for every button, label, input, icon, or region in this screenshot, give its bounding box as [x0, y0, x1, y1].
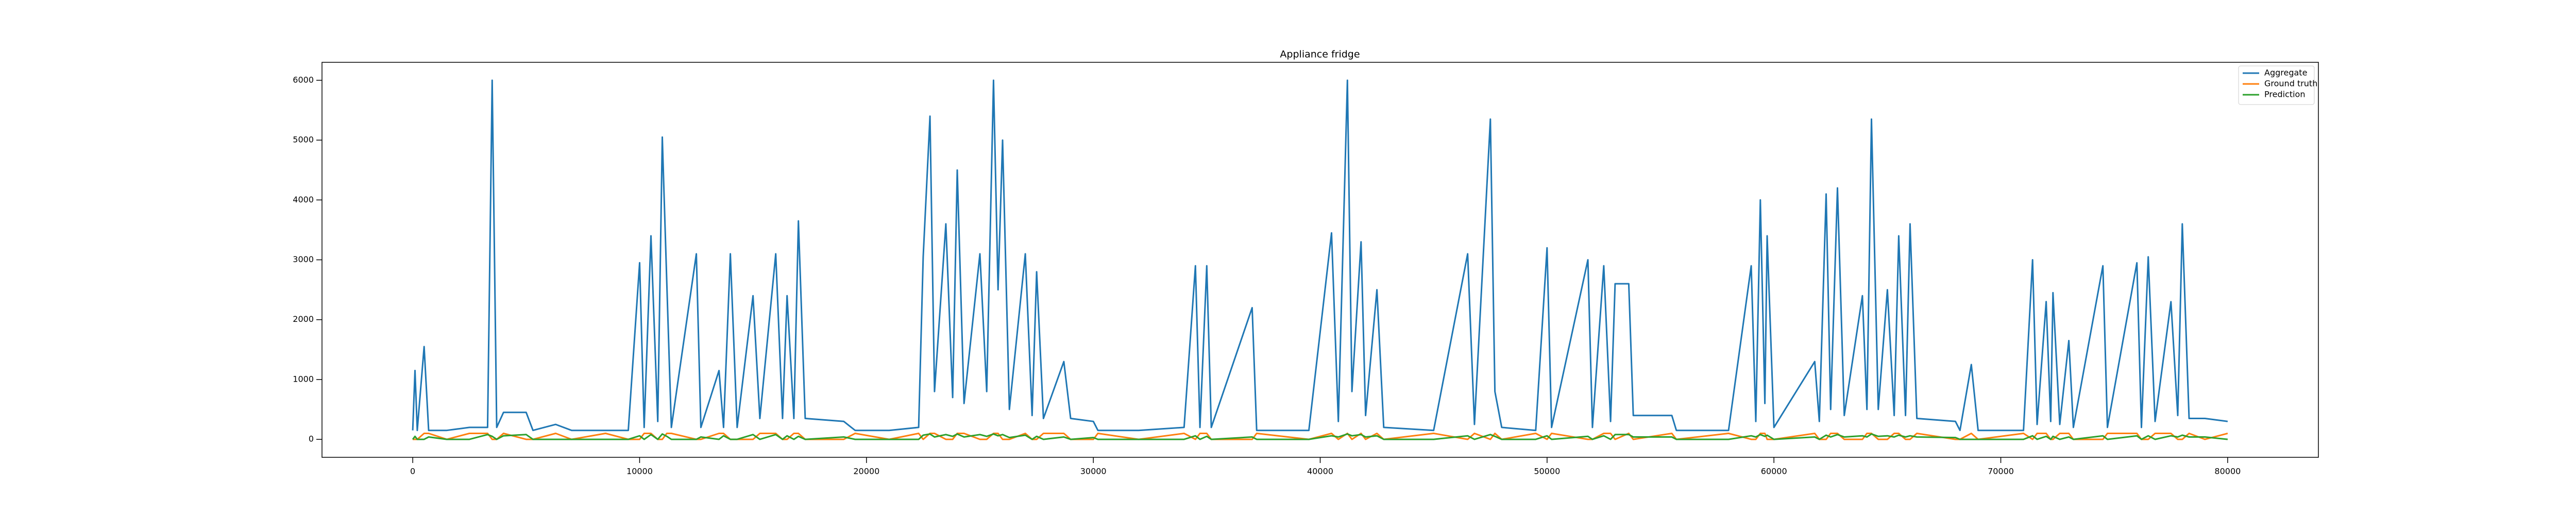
x-tick-label: 30000	[1080, 467, 1107, 476]
series-line	[412, 433, 2228, 440]
chart-title: Appliance fridge	[1280, 49, 1360, 60]
y-tick-label: 2000	[293, 314, 314, 324]
y-tick-label: 4000	[293, 195, 314, 204]
y-tick-label: 5000	[293, 135, 314, 145]
plot-frame	[321, 62, 2319, 458]
legend-label: Prediction	[2264, 90, 2305, 99]
x-tick-label: 10000	[626, 467, 653, 476]
series-line	[413, 433, 2228, 440]
y-tick-label: 0	[309, 434, 314, 444]
x-tick-label: 50000	[1534, 467, 1560, 476]
x-tick-label: 40000	[1307, 467, 1333, 476]
x-tick-label: 60000	[1761, 467, 1787, 476]
y-tick-label: 6000	[293, 75, 314, 84]
x-tick-label: 0	[410, 467, 415, 476]
legend-label: Aggregate	[2264, 68, 2307, 78]
x-tick-label: 20000	[853, 467, 879, 476]
x-tick-label: 70000	[1988, 467, 2014, 476]
y-tick-label: 3000	[293, 254, 314, 264]
legend-label: Ground truth	[2264, 79, 2317, 89]
x-tick-label: 80000	[2214, 467, 2241, 476]
y-tick-label: 1000	[293, 374, 314, 384]
series-line	[412, 79, 2228, 432]
